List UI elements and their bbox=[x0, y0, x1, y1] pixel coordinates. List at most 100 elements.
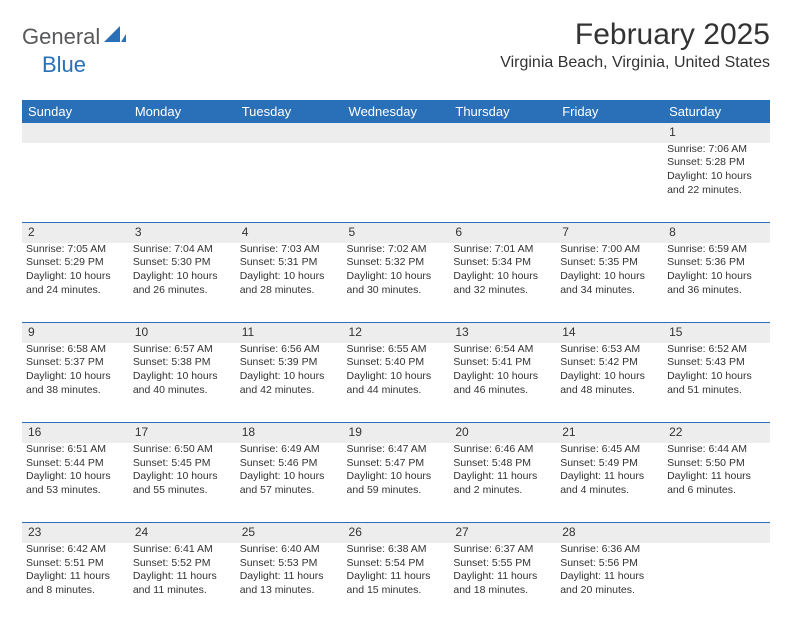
sunset-text: Sunset: 5:37 PM bbox=[26, 356, 125, 370]
daylight-text: Daylight: 11 hours bbox=[560, 470, 659, 484]
day-header: Friday bbox=[556, 100, 663, 123]
daylight-text: and 46 minutes. bbox=[453, 384, 552, 398]
day-cell: Sunrise: 6:40 AMSunset: 5:53 PMDaylight:… bbox=[236, 543, 343, 623]
sunrise-text: Sunrise: 6:36 AM bbox=[560, 543, 659, 557]
sunrise-text: Sunrise: 6:37 AM bbox=[453, 543, 552, 557]
daylight-text: Daylight: 11 hours bbox=[26, 570, 125, 584]
daylight-text: and 38 minutes. bbox=[26, 384, 125, 398]
day-number-cell: 23 bbox=[22, 523, 129, 543]
day-number-cell: 14 bbox=[556, 323, 663, 343]
sunrise-text: Sunrise: 6:40 AM bbox=[240, 543, 339, 557]
daylight-text: and 55 minutes. bbox=[133, 484, 232, 498]
day-number-cell: 12 bbox=[343, 323, 450, 343]
sunrise-text: Sunrise: 6:47 AM bbox=[347, 443, 446, 457]
day-cell: Sunrise: 6:47 AMSunset: 5:47 PMDaylight:… bbox=[343, 443, 450, 523]
sunrise-text: Sunrise: 6:52 AM bbox=[667, 343, 766, 357]
sunrise-text: Sunrise: 7:05 AM bbox=[26, 243, 125, 257]
day-number-cell: 7 bbox=[556, 223, 663, 243]
day-cell: Sunrise: 6:57 AMSunset: 5:38 PMDaylight:… bbox=[129, 343, 236, 423]
sunset-text: Sunset: 5:51 PM bbox=[26, 557, 125, 571]
sunset-text: Sunset: 5:28 PM bbox=[667, 156, 766, 170]
day-cell: Sunrise: 6:46 AMSunset: 5:48 PMDaylight:… bbox=[449, 443, 556, 523]
day-cell: Sunrise: 6:38 AMSunset: 5:54 PMDaylight:… bbox=[343, 543, 450, 623]
sunrise-text: Sunrise: 6:44 AM bbox=[667, 443, 766, 457]
day-number-cell: 1 bbox=[663, 123, 770, 143]
day-cell: Sunrise: 6:49 AMSunset: 5:46 PMDaylight:… bbox=[236, 443, 343, 523]
day-cell: Sunrise: 6:36 AMSunset: 5:56 PMDaylight:… bbox=[556, 543, 663, 623]
sunset-text: Sunset: 5:36 PM bbox=[667, 256, 766, 270]
daylight-text: and 4 minutes. bbox=[560, 484, 659, 498]
daylight-text: Daylight: 10 hours bbox=[133, 370, 232, 384]
daynum-row: 1 bbox=[22, 123, 770, 143]
daylight-text: and 51 minutes. bbox=[667, 384, 766, 398]
daynum-row: 2345678 bbox=[22, 223, 770, 243]
daylight-text: and 2 minutes. bbox=[453, 484, 552, 498]
daylight-text: and 48 minutes. bbox=[560, 384, 659, 398]
day-number-cell bbox=[22, 123, 129, 143]
day-number-cell: 11 bbox=[236, 323, 343, 343]
sunrise-text: Sunrise: 6:53 AM bbox=[560, 343, 659, 357]
day-number-cell: 9 bbox=[22, 323, 129, 343]
daylight-text: and 59 minutes. bbox=[347, 484, 446, 498]
day-number-cell: 25 bbox=[236, 523, 343, 543]
sunset-text: Sunset: 5:41 PM bbox=[453, 356, 552, 370]
location-subtitle: Virginia Beach, Virginia, United States bbox=[500, 54, 770, 72]
day-cell bbox=[236, 143, 343, 223]
sunrise-text: Sunrise: 6:42 AM bbox=[26, 543, 125, 557]
daylight-text: and 11 minutes. bbox=[133, 584, 232, 598]
day-number-cell bbox=[449, 123, 556, 143]
day-number-cell: 2 bbox=[22, 223, 129, 243]
day-cell: Sunrise: 6:56 AMSunset: 5:39 PMDaylight:… bbox=[236, 343, 343, 423]
day-cell: Sunrise: 6:41 AMSunset: 5:52 PMDaylight:… bbox=[129, 543, 236, 623]
day-number-cell: 17 bbox=[129, 423, 236, 443]
sunset-text: Sunset: 5:52 PM bbox=[133, 557, 232, 571]
daylight-text: and 42 minutes. bbox=[240, 384, 339, 398]
sunset-text: Sunset: 5:44 PM bbox=[26, 457, 125, 471]
day-number-cell: 26 bbox=[343, 523, 450, 543]
day-number-cell: 3 bbox=[129, 223, 236, 243]
day-cell: Sunrise: 6:55 AMSunset: 5:40 PMDaylight:… bbox=[343, 343, 450, 423]
title-block: February 2025 Virginia Beach, Virginia, … bbox=[500, 18, 770, 72]
day-number-cell: 19 bbox=[343, 423, 450, 443]
day-cell: Sunrise: 7:01 AMSunset: 5:34 PMDaylight:… bbox=[449, 243, 556, 323]
day-cell bbox=[129, 143, 236, 223]
daylight-text: Daylight: 10 hours bbox=[26, 370, 125, 384]
sunset-text: Sunset: 5:54 PM bbox=[347, 557, 446, 571]
sunrise-text: Sunrise: 6:49 AM bbox=[240, 443, 339, 457]
day-cell bbox=[663, 543, 770, 623]
day-cell: Sunrise: 6:54 AMSunset: 5:41 PMDaylight:… bbox=[449, 343, 556, 423]
day-cell: Sunrise: 7:04 AMSunset: 5:30 PMDaylight:… bbox=[129, 243, 236, 323]
daylight-text: and 18 minutes. bbox=[453, 584, 552, 598]
daylight-text: Daylight: 10 hours bbox=[26, 270, 125, 284]
day-number-cell bbox=[129, 123, 236, 143]
daylight-text: Daylight: 10 hours bbox=[667, 170, 766, 184]
day-number-cell: 21 bbox=[556, 423, 663, 443]
sunrise-text: Sunrise: 7:00 AM bbox=[560, 243, 659, 257]
day-cell: Sunrise: 7:02 AMSunset: 5:32 PMDaylight:… bbox=[343, 243, 450, 323]
sunrise-text: Sunrise: 6:38 AM bbox=[347, 543, 446, 557]
day-number-cell bbox=[236, 123, 343, 143]
daylight-text: Daylight: 10 hours bbox=[667, 370, 766, 384]
day-cell: Sunrise: 7:03 AMSunset: 5:31 PMDaylight:… bbox=[236, 243, 343, 323]
day-cell: Sunrise: 7:05 AMSunset: 5:29 PMDaylight:… bbox=[22, 243, 129, 323]
day-cell: Sunrise: 7:00 AMSunset: 5:35 PMDaylight:… bbox=[556, 243, 663, 323]
day-header: Wednesday bbox=[343, 100, 450, 123]
day-cell: Sunrise: 6:51 AMSunset: 5:44 PMDaylight:… bbox=[22, 443, 129, 523]
sunset-text: Sunset: 5:34 PM bbox=[453, 256, 552, 270]
daylight-text: and 20 minutes. bbox=[560, 584, 659, 598]
calendar-table: Sunday Monday Tuesday Wednesday Thursday… bbox=[22, 100, 770, 623]
sunset-text: Sunset: 5:49 PM bbox=[560, 457, 659, 471]
day-number-cell: 13 bbox=[449, 323, 556, 343]
daylight-text: Daylight: 11 hours bbox=[453, 470, 552, 484]
day-content-row: Sunrise: 6:51 AMSunset: 5:44 PMDaylight:… bbox=[22, 443, 770, 523]
day-number-cell: 8 bbox=[663, 223, 770, 243]
day-cell bbox=[556, 143, 663, 223]
day-number-cell: 4 bbox=[236, 223, 343, 243]
sunset-text: Sunset: 5:48 PM bbox=[453, 457, 552, 471]
daylight-text: Daylight: 10 hours bbox=[453, 370, 552, 384]
sunrise-text: Sunrise: 7:01 AM bbox=[453, 243, 552, 257]
day-cell: Sunrise: 6:44 AMSunset: 5:50 PMDaylight:… bbox=[663, 443, 770, 523]
day-cell: Sunrise: 6:37 AMSunset: 5:55 PMDaylight:… bbox=[449, 543, 556, 623]
daylight-text: and 40 minutes. bbox=[133, 384, 232, 398]
daylight-text: and 22 minutes. bbox=[667, 184, 766, 198]
